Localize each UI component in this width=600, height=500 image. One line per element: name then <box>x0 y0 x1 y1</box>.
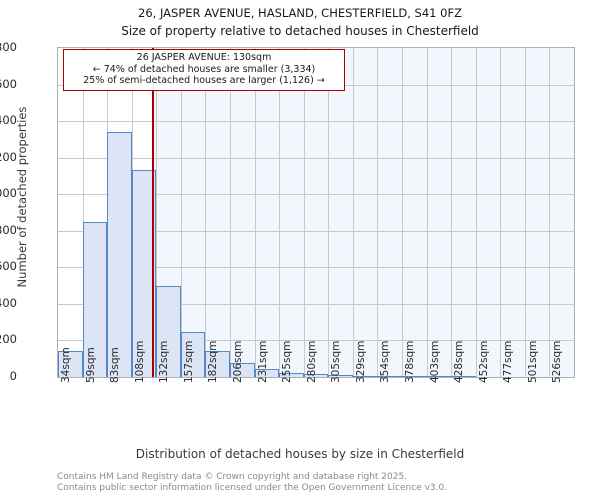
x-tick-label: 108sqm <box>133 340 146 383</box>
x-tick-label: 255sqm <box>281 340 294 383</box>
x-tick-label: 305sqm <box>330 340 343 383</box>
gridline-vertical <box>377 48 379 377</box>
gridline-horizontal <box>58 157 574 159</box>
shaded-larger-region <box>152 48 574 377</box>
gridline-horizontal <box>58 194 574 196</box>
x-tick-label: 182sqm <box>207 340 220 383</box>
x-tick-label: 354sqm <box>379 340 392 383</box>
y-tick-label: 1000 <box>0 186 17 201</box>
gridline-vertical <box>549 48 551 377</box>
gridline-vertical <box>82 48 84 377</box>
gridline-horizontal <box>58 340 574 342</box>
chart-subtitle: Size of property relative to detached ho… <box>121 24 479 38</box>
bar <box>156 285 181 377</box>
bar <box>205 351 230 377</box>
x-tick-label: 83sqm <box>109 347 122 383</box>
gridline-vertical <box>475 48 477 377</box>
bar <box>58 350 83 377</box>
x-tick-label: 157sqm <box>182 340 195 383</box>
bar <box>82 221 108 377</box>
footer-line-2: Contains public sector information licen… <box>57 483 448 493</box>
y-tick-label: 600 <box>0 259 17 274</box>
y-tick-label: 1200 <box>0 149 17 164</box>
gridline-horizontal <box>58 267 574 269</box>
bar <box>402 375 427 377</box>
bar <box>451 375 476 377</box>
gridline-vertical <box>180 48 182 377</box>
gridline-vertical <box>230 48 231 377</box>
bar <box>377 375 402 377</box>
annotation-line-1: 26 JASPER AVENUE: 130sqm <box>136 52 272 63</box>
x-tick-label: 477sqm <box>502 340 515 383</box>
x-tick-label: 59sqm <box>84 347 97 383</box>
annotation-line-3: 25% of semi-detached houses are larger (… <box>83 75 325 86</box>
annotation-line-2: ← 74% of detached houses are smaller (3,… <box>92 63 316 75</box>
x-tick-label: 403sqm <box>428 340 441 383</box>
gridline-vertical <box>303 48 305 377</box>
gridline-vertical <box>279 48 281 377</box>
gridline-vertical <box>352 48 354 377</box>
page-title: 26, JASPER AVENUE, HASLAND, CHESTERFIELD… <box>138 6 462 20</box>
bar <box>230 363 255 377</box>
x-tick-label: 34sqm <box>60 347 72 383</box>
x-axis-label: Distribution of detached houses by size … <box>135 447 465 461</box>
bar <box>352 375 378 377</box>
y-axis-label: Number of detached properties <box>15 106 29 288</box>
gridline-vertical <box>254 48 256 377</box>
gridline-vertical <box>156 48 158 377</box>
x-tick-label: 329sqm <box>354 340 367 383</box>
gridline-horizontal <box>58 230 574 232</box>
gridline-horizontal <box>58 303 574 305</box>
gridline-vertical <box>524 48 526 377</box>
x-tick-label: 378sqm <box>404 340 416 383</box>
gridline-vertical <box>451 48 453 377</box>
bar <box>180 332 206 377</box>
plot-area <box>57 47 575 378</box>
x-tick-label: 526sqm <box>551 340 564 383</box>
y-tick-label: 400 <box>0 295 17 310</box>
x-tick-label: 428sqm <box>453 340 466 383</box>
bar <box>107 132 132 377</box>
gridline-vertical <box>500 48 502 377</box>
gridline-vertical <box>205 48 207 377</box>
y-tick-label: 1800 <box>0 40 17 54</box>
y-tick-label: 1400 <box>0 113 17 128</box>
attribution-footer: Contains HM Land Registry data © Crown c… <box>57 472 447 494</box>
y-tick-label: 0 <box>9 369 17 383</box>
property-size-marker-line <box>152 48 155 377</box>
gridline-horizontal <box>58 121 574 123</box>
footer-line-1: Contains HM Land Registry data © Crown c… <box>57 472 408 482</box>
bar <box>303 374 329 377</box>
y-tick-label: 1600 <box>0 76 17 91</box>
bar <box>254 368 280 377</box>
x-tick-label: 452sqm <box>477 340 490 383</box>
bar <box>426 375 452 377</box>
property-annotation-box: 26 JASPER AVENUE: 130sqm ← 74% of detach… <box>63 49 345 91</box>
y-tick-label: 200 <box>0 332 17 347</box>
x-tick-label: 132sqm <box>158 340 171 383</box>
x-tick-label: 280sqm <box>305 340 318 383</box>
gridline-vertical <box>402 48 403 377</box>
x-tick-label: 206sqm <box>232 340 244 383</box>
gridline-vertical <box>426 48 428 377</box>
gridline-vertical <box>328 48 330 377</box>
bar <box>328 374 353 377</box>
chart-titles: 26, JASPER AVENUE, HASLAND, CHESTERFIELD… <box>0 5 600 40</box>
y-tick-label: 800 <box>0 222 17 237</box>
bar <box>131 170 157 377</box>
bar <box>279 372 304 377</box>
x-tick-label: 501sqm <box>526 340 539 383</box>
x-tick-label: 231sqm <box>256 340 269 383</box>
